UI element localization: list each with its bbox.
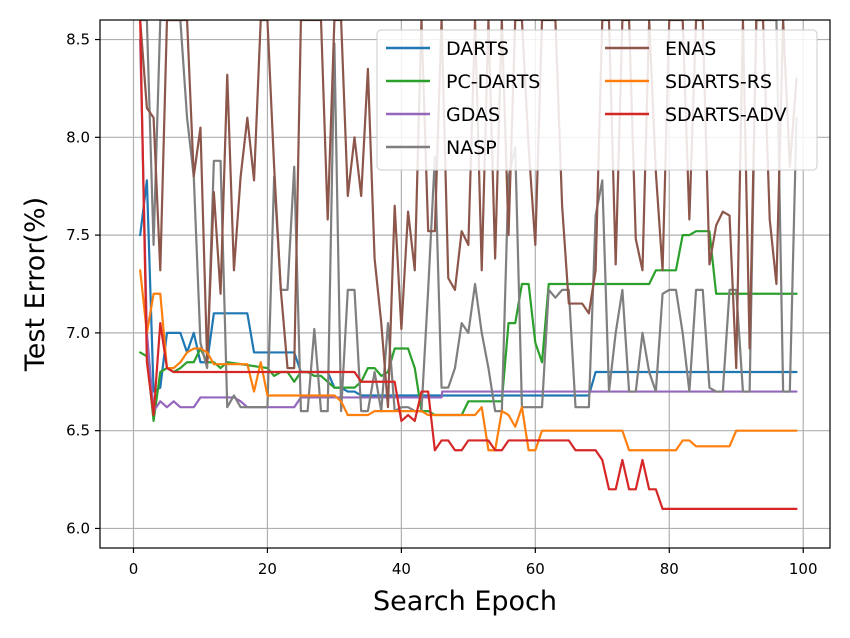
x-tick-label: 100 [789,560,818,578]
series-line-nasp [139,20,798,413]
x-tick-label: 20 [258,560,277,578]
legend: DARTS PC-DARTS GDAS NASP ENAS SDARTS-RS SDARTS… [376,29,818,171]
x-tick-label: 40 [392,560,411,578]
y-tick-label: 6.0 [66,519,90,537]
series-layer [139,20,798,510]
legend-label-enas: ENAS [665,38,716,60]
y-tick-label: 8.0 [66,128,90,146]
y-tick-label: 6.5 [66,422,90,440]
y-tick-label: 7.0 [66,324,90,342]
ticks: 0 20 40 60 80 100 6.0 6.5 7.0 7.5 8.0 8.5 [66,31,817,578]
x-tick-label: 60 [526,560,545,578]
y-tick-label: 7.5 [66,226,90,244]
legend-box [376,29,818,171]
series-line-gdas [139,38,798,413]
x-tick-label: 80 [660,560,679,578]
x-axis-label: Search Epoch [373,586,557,617]
legend-label-sdarts-adv: SDARTS-ADV [665,104,787,126]
legend-label-nasp: NASP [446,137,497,159]
legend-label-pc-darts: PC-DARTS [446,71,540,93]
x-tick-label: 0 [129,560,139,578]
series-line-sdarts-rs [139,269,798,452]
y-tick-label: 8.5 [66,31,90,49]
plot-frame [99,19,831,549]
legend-label-darts: DARTS [446,38,509,60]
legend-label-sdarts-rs: SDARTS-RS [665,71,772,93]
legend-label-gdas: GDAS [446,104,500,126]
y-axis-label: Test Error(%) [20,197,51,372]
series-line-sdarts-adv [139,20,798,510]
